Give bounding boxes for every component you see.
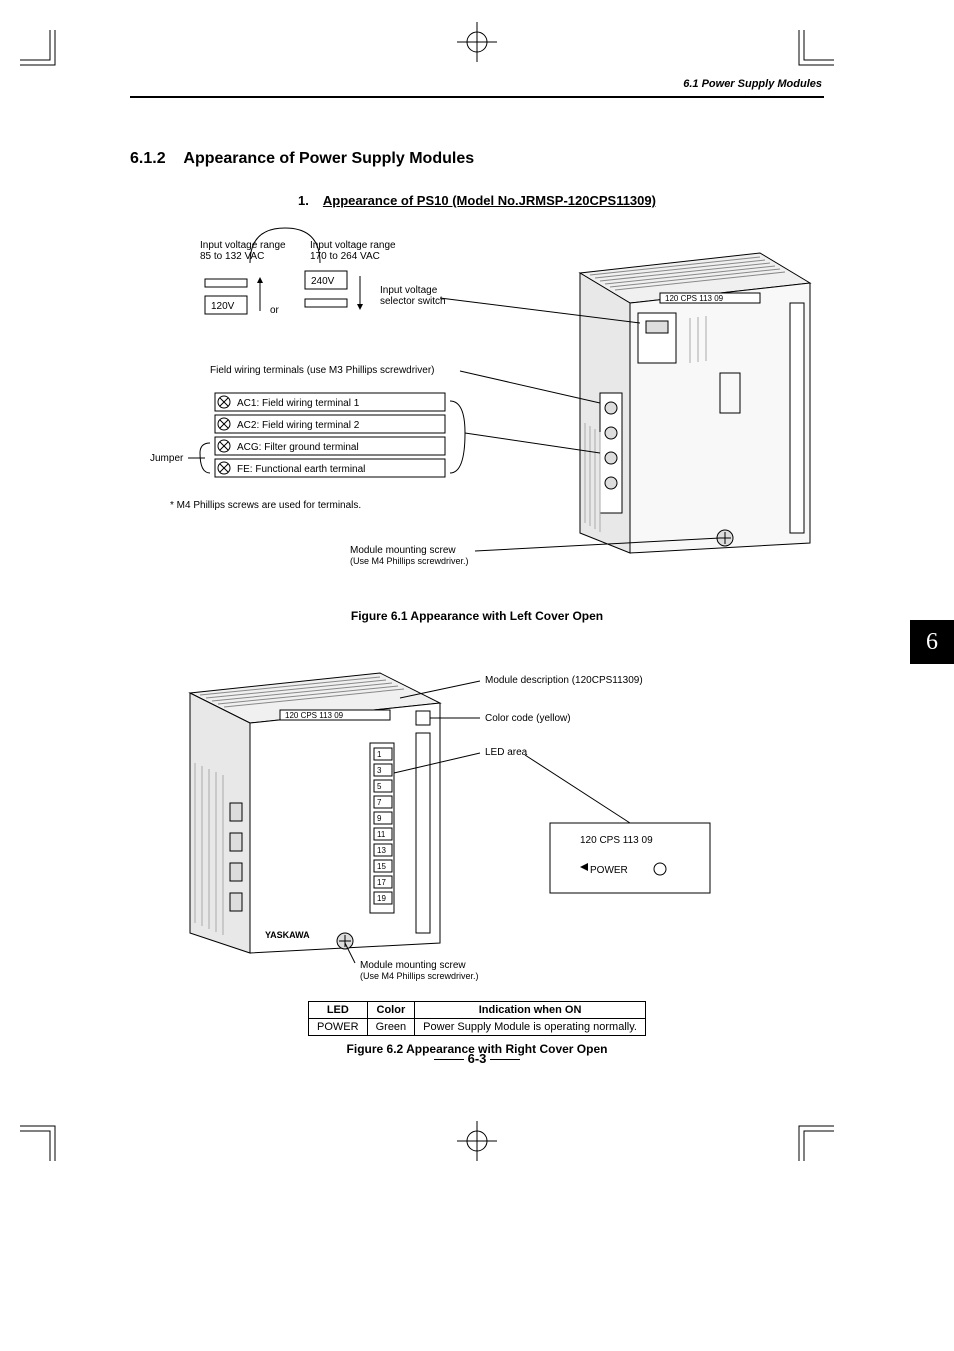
label-module-desc: Module description (120CPS11309) <box>485 675 643 686</box>
label-mount-screw: Module mounting screw <box>350 545 456 556</box>
crop-mark-icon <box>794 30 834 70</box>
svg-text:3: 3 <box>377 766 382 775</box>
label-120v: 120V <box>211 301 235 312</box>
led-th-1: Color <box>367 1002 415 1019</box>
subsection-title: Appearance of PS10 (Model No.JRMSP-120CP… <box>323 193 656 208</box>
label-selector: Input voltage selector switch <box>380 285 446 307</box>
svg-text:19: 19 <box>377 894 386 903</box>
label-mount-screw-sub-2: (Use M4 Phillips screwdriver.) <box>360 971 479 981</box>
label-color-code: Color code (yellow) <box>485 713 571 724</box>
subsection-heading: 1. Appearance of PS10 (Model No.JRMSP-12… <box>130 193 824 208</box>
led-td-2: Power Supply Module is operating normall… <box>415 1019 646 1036</box>
svg-text:11: 11 <box>377 830 386 839</box>
module-top-label: 120 CPS 113 09 <box>665 294 724 303</box>
label-or: or <box>270 305 280 316</box>
section-number: 6.1.2 <box>130 150 166 167</box>
label-240v: 240V <box>311 276 335 287</box>
label-screw-note: * M4 Phillips screws are used for termin… <box>170 500 361 511</box>
figure-2: 120 CPS 113 09 YASKAWA <box>130 643 824 1056</box>
led-td-0: POWER <box>309 1019 368 1036</box>
page-content: 6.1.2 Appearance of Power Supply Modules… <box>130 150 824 1056</box>
label-fe: FE: Functional earth terminal <box>237 464 365 475</box>
header-rule <box>130 96 824 98</box>
led-th-2: Indication when ON <box>415 1002 646 1019</box>
voltage-range-1: Input voltage range 85 to 132 VAC <box>200 240 288 262</box>
label-mount-screw-sub: (Use M4 Phillips screwdriver.) <box>350 556 469 566</box>
running-head: 6.1 Power Supply Modules <box>683 78 822 90</box>
module-top-label-2: 120 CPS 113 09 <box>285 711 344 720</box>
label-jumper: Jumper <box>150 453 184 464</box>
figure-1: 120 CPS 113 09 <box>130 223 824 623</box>
subsection-number: 1. <box>298 193 309 208</box>
figure-2-svg: 120 CPS 113 09 YASKAWA <box>130 643 824 993</box>
led-td-1: Green <box>367 1019 415 1036</box>
svg-text:17: 17 <box>377 878 386 887</box>
crop-mark-icon <box>20 1121 60 1161</box>
svg-text:9: 9 <box>377 814 382 823</box>
label-ac2: AC2: Field wiring terminal 2 <box>237 420 360 431</box>
led-box-title: 120 CPS 113 09 <box>580 835 653 846</box>
svg-text:7: 7 <box>377 798 382 807</box>
label-acg: ACG: Filter ground terminal <box>237 442 359 453</box>
label-ac1: AC1: Field wiring terminal 1 <box>237 398 360 409</box>
svg-text:15: 15 <box>377 862 386 871</box>
figure-1-svg: 120 CPS 113 09 <box>130 223 824 603</box>
led-table: LED Color Indication when ON POWER Green… <box>308 1001 646 1036</box>
label-mount-screw-2: Module mounting screw <box>360 960 466 971</box>
svg-text:13: 13 <box>377 846 386 855</box>
brand-label: YASKAWA <box>265 930 310 940</box>
voltage-range-2: Input voltage range 170 to 264 VAC <box>310 240 398 262</box>
svg-text:1: 1 <box>377 750 382 759</box>
figure-1-caption: Figure 6.1 Appearance with Left Cover Op… <box>130 609 824 623</box>
svg-text:5: 5 <box>377 782 382 791</box>
registration-mark-icon <box>457 22 497 62</box>
label-led-area: LED area <box>485 747 528 758</box>
crop-mark-icon <box>20 30 60 70</box>
label-field-wiring: Field wiring terminals (use M3 Phillips … <box>210 365 435 376</box>
registration-mark-icon <box>457 1121 497 1161</box>
led-box-power: POWER <box>590 865 628 876</box>
crop-mark-icon <box>794 1121 834 1161</box>
section-title: Appearance of Power Supply Modules <box>183 150 474 167</box>
section-heading: 6.1.2 Appearance of Power Supply Modules <box>130 150 824 168</box>
page-number: 6-3 <box>0 1051 954 1066</box>
led-th-0: LED <box>309 1002 368 1019</box>
chapter-tab: 6 <box>910 620 954 664</box>
